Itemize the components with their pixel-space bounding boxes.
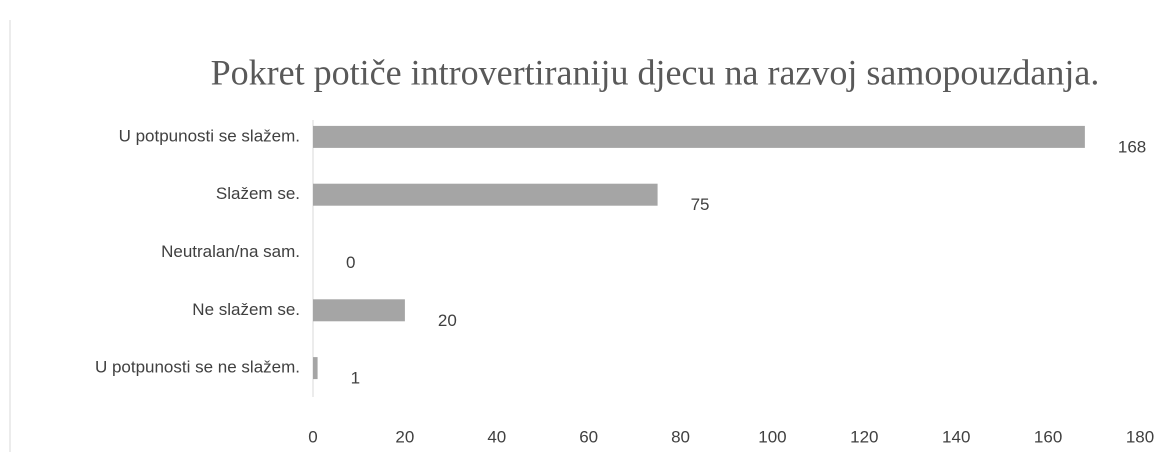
x-tick-label: 180 [1126, 427, 1154, 446]
y-tick-label: Slažem se. [216, 184, 300, 203]
y-tick-label: U potpunosti se slažem. [119, 126, 300, 145]
x-tick-label: 100 [758, 427, 786, 446]
bar [313, 299, 405, 322]
y-tick-label: Neutralan/na sam. [161, 242, 300, 261]
x-tick-label: 0 [308, 427, 317, 446]
x-tick-label: 40 [487, 427, 506, 446]
data-label: 168 [1118, 137, 1146, 156]
x-tick-label: 80 [671, 427, 690, 446]
data-label: 1 [351, 369, 360, 388]
x-tick-label: 140 [942, 427, 970, 446]
bar [313, 357, 318, 380]
chart-title: Pokret potiče introvertiraniju djecu na … [211, 52, 1100, 92]
y-tick-label: U potpunosti se ne slažem. [95, 358, 300, 377]
data-label: 20 [438, 311, 457, 330]
bar [313, 183, 658, 206]
x-tick-label: 120 [850, 427, 878, 446]
y-tick-label: Ne slažem se. [192, 300, 300, 319]
data-label: 75 [691, 195, 710, 214]
bar [313, 125, 1085, 148]
data-label: 0 [346, 253, 355, 272]
x-tick-label: 20 [395, 427, 414, 446]
x-tick-label: 60 [579, 427, 598, 446]
x-tick-label: 160 [1034, 427, 1062, 446]
